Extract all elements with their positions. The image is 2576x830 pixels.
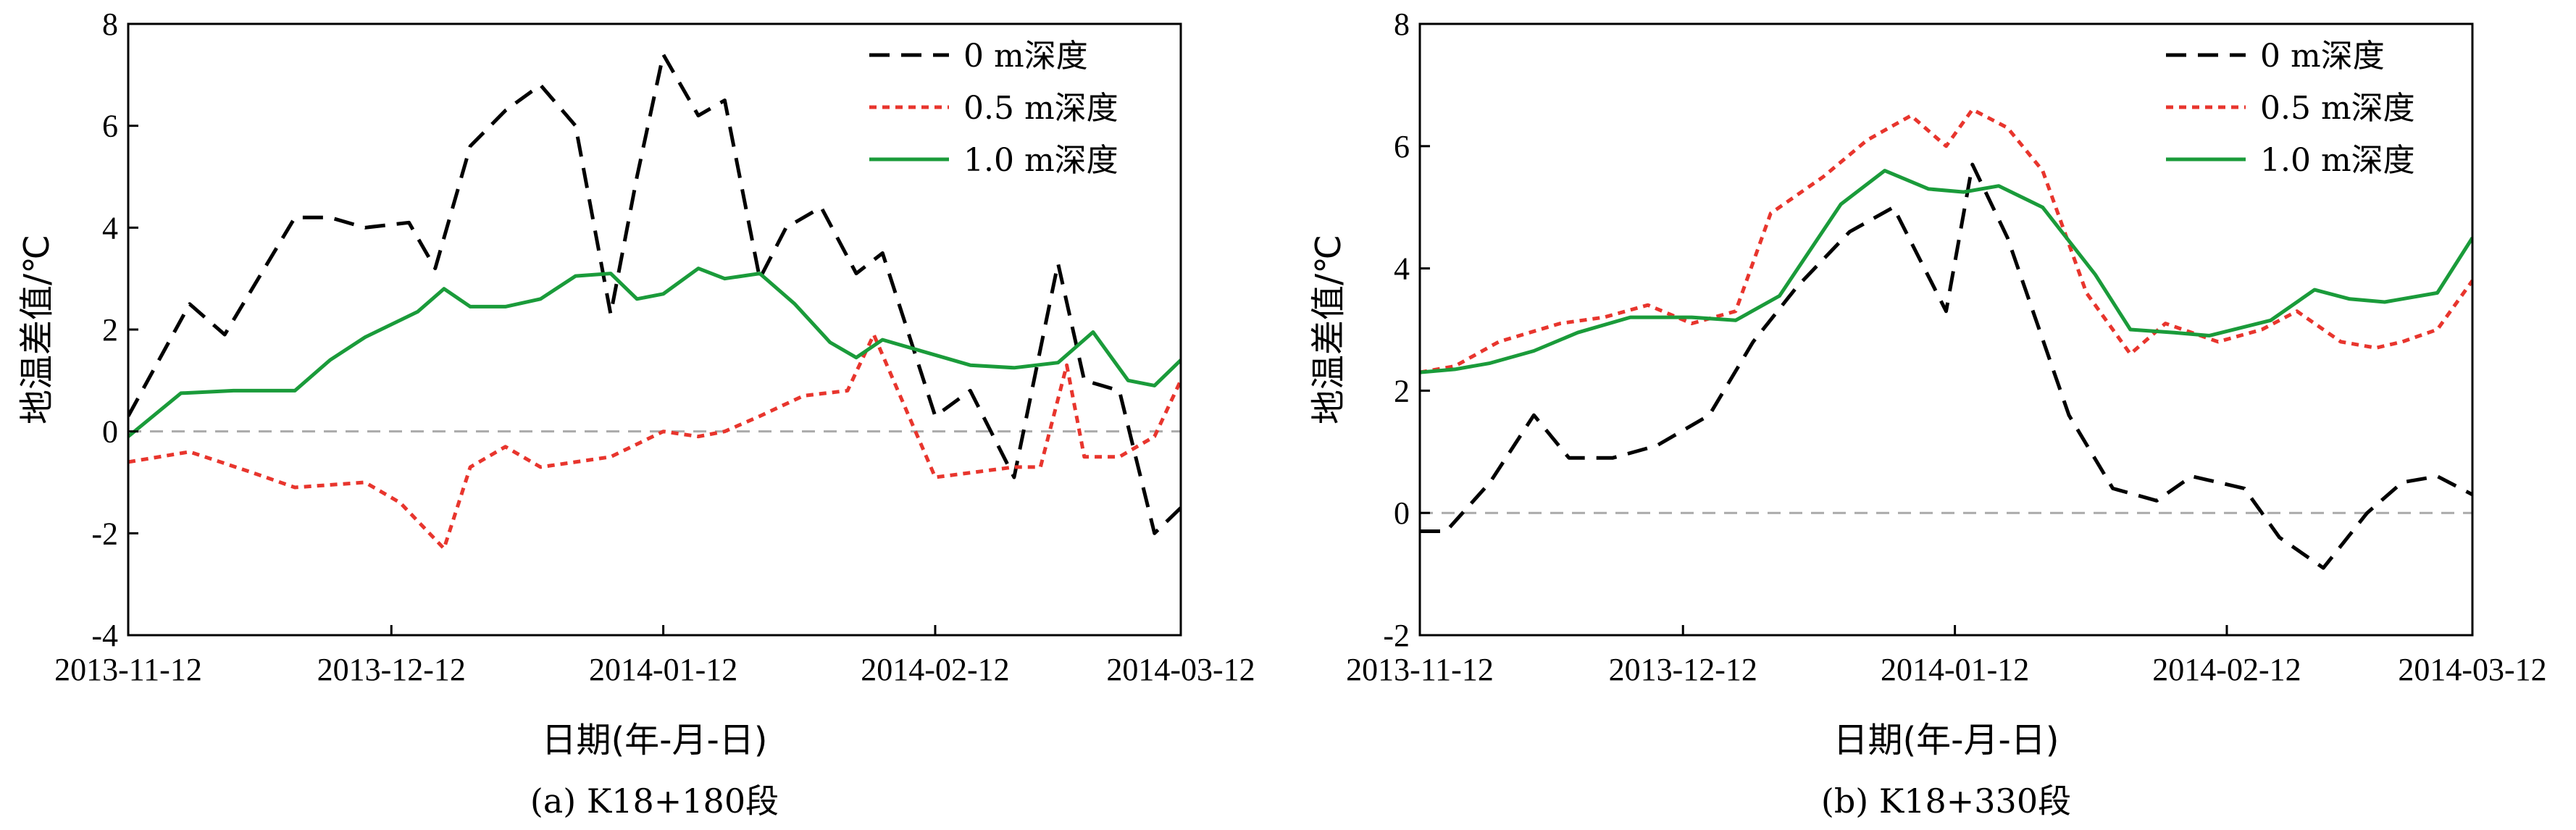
- x-tick-label-b-3: 2014-02-12: [2152, 652, 2301, 687]
- legend-label-b-1: 0.5 m深度: [2260, 90, 2415, 127]
- y-tick-label-a-1: -2: [91, 516, 118, 551]
- series-line-b-0: [1420, 162, 2472, 570]
- panel-caption-b: (b) K18+330段: [1821, 781, 2071, 821]
- y-tick-label-b-0: -2: [1383, 618, 1410, 653]
- x-tick-label-b-2: 2014-01-12: [1881, 652, 2029, 687]
- y-tick-label-b-1: 0: [1394, 495, 1410, 531]
- x-tick-label-a-0: 2013-11-12: [54, 652, 202, 687]
- x-tick-label-a-3: 2014-02-12: [861, 652, 1009, 687]
- legend-label-b-0: 0 m深度: [2260, 38, 2385, 75]
- series-line-a-1: [128, 332, 1181, 550]
- legend-label-a-2: 1.0 m深度: [963, 142, 1118, 179]
- y-axis-label-a: 地温差值/℃: [17, 235, 57, 424]
- x-tick-label-a-4: 2014-03-12: [1106, 652, 1255, 687]
- x-tick-label-a-1: 2013-12-12: [317, 652, 466, 687]
- y-tick-label-a-3: 2: [102, 312, 118, 348]
- x-tick-label-b-1: 2013-12-12: [1609, 652, 1757, 687]
- y-tick-label-b-5: 8: [1394, 7, 1410, 42]
- legend-label-a-0: 0 m深度: [963, 38, 1088, 75]
- chart-panel-b: -2 0 2 4 6 8 2013-11-12 2013-12-12 2014-01-12 201…: [1308, 7, 2547, 821]
- y-tick-label-b-4: 6: [1394, 129, 1410, 164]
- y-tick-label-a-2: 0: [102, 414, 118, 450]
- panel-caption-a: (a) K18+180段: [530, 781, 779, 821]
- x-axis-label-a: 日期(年-月-日): [541, 720, 767, 760]
- legend-label-b-2: 1.0 m深度: [2260, 142, 2415, 179]
- y-tick-label-b-3: 4: [1394, 251, 1410, 287]
- y-tick-label-a-6: 8: [102, 7, 118, 42]
- x-tick-label-b-0: 2013-11-12: [1346, 652, 1494, 687]
- chart-panel-a: -4 -2 0 2 4 6 8 2013-11-12 2013-12-12 2014-01-12 2…: [17, 7, 1255, 821]
- x-tick-label-b-4: 2014-03-12: [2398, 652, 2546, 687]
- legend-label-a-1: 0.5 m深度: [963, 90, 1118, 127]
- plot-frame-b: [1418, 22, 2474, 637]
- series-line-a-2: [128, 267, 1181, 438]
- x-tick-label-a-2: 2014-01-12: [589, 652, 737, 687]
- series-line-b-2: [1420, 169, 2472, 374]
- x-axis-label-b: 日期(年-月-日): [1833, 720, 2059, 760]
- y-axis-label-b: 地温差值/℃: [1308, 235, 1349, 424]
- series-line-a-0: [128, 52, 1181, 535]
- y-tick-label-b-2: 2: [1394, 373, 1410, 408]
- y-tick-label-a-5: 6: [102, 109, 118, 144]
- y-tick-label-a-0: -4: [91, 618, 118, 653]
- series-line-b-1: [1420, 107, 2472, 374]
- y-tick-label-a-4: 4: [102, 210, 118, 246]
